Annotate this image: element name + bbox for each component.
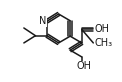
Text: OH: OH bbox=[76, 61, 91, 71]
Text: N: N bbox=[39, 16, 46, 26]
Text: CH₃: CH₃ bbox=[94, 38, 112, 48]
Text: OH: OH bbox=[94, 24, 109, 34]
